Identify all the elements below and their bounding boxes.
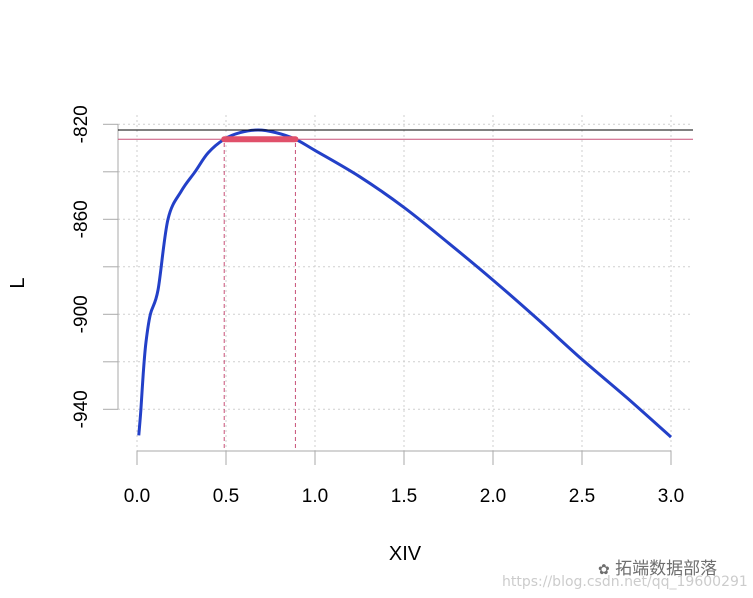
grid (118, 115, 693, 451)
x-tick-label: 3.0 (658, 486, 684, 507)
x-axis-title: XIV (389, 543, 422, 565)
x-tick-label: 2.5 (569, 486, 595, 507)
y-axis-title: L (7, 277, 29, 288)
x-tick-label: 0.5 (213, 486, 239, 507)
watermark-url: https://blog.csdn.net/qq_19600291 (502, 574, 748, 590)
series-curve (137, 128, 672, 439)
watermark-brand-text: 拓端数据部落 (615, 559, 718, 579)
watermark-brand: ✿ 拓端数据部落 (598, 554, 717, 579)
y-tick-label: -900 (71, 295, 92, 333)
y-tick-label: -820 (71, 105, 92, 143)
x-tick-label: 0.0 (124, 486, 150, 507)
x-tick-label: 1.0 (302, 486, 328, 507)
axes (103, 123, 672, 465)
y-tick-label: -860 (71, 200, 92, 238)
reference-lines (118, 129, 693, 451)
wechat-icon: ✿ (598, 562, 610, 578)
x-tick-label: 1.5 (391, 486, 417, 507)
y-tick-label: -940 (71, 390, 92, 428)
x-tick-label: 2.0 (480, 486, 506, 507)
